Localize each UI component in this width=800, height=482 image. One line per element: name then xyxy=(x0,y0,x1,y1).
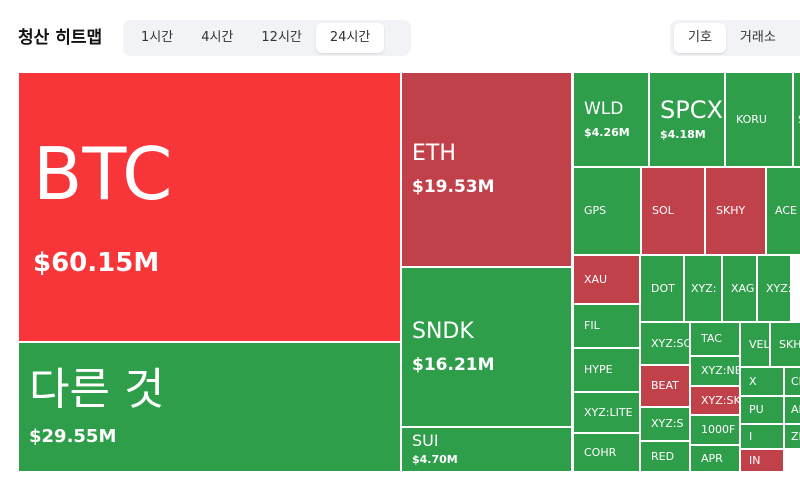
treemap-cell[interactable]: SKHY xyxy=(705,167,766,255)
cell-label: SUI xyxy=(412,431,439,451)
treemap-cell[interactable]: XYZ:LITE xyxy=(573,392,640,433)
cell-label: FIL xyxy=(584,319,600,333)
treemap-cell[interactable]: ZEC xyxy=(784,424,800,449)
cell-label: SOXL xyxy=(798,114,800,126)
treemap-cell[interactable]: X xyxy=(740,367,784,396)
cell-label: I xyxy=(749,429,753,443)
cell-label: HYPE xyxy=(584,363,613,377)
time-tabs: 1시간 4시간 12시간 24시간 xyxy=(123,20,411,56)
cell-label: SNDK xyxy=(412,318,474,344)
treemap-cell[interactable]: XYZ:SC xyxy=(640,322,690,365)
cell-label: X xyxy=(749,374,757,388)
cell-value: $4.26M xyxy=(584,125,630,139)
cell-label: XYZ: xyxy=(691,281,717,295)
treemap-cell[interactable]: XYZ:S xyxy=(640,407,690,441)
cell-label: SKHY xyxy=(716,204,746,218)
cell-label: XYZ:SC xyxy=(651,336,690,350)
cell-label: XYZ:SK xyxy=(701,393,740,407)
treemap-cell[interactable]: KORU xyxy=(725,72,793,167)
cell-label: ACE xyxy=(775,204,797,218)
cell-label: BTC xyxy=(33,131,173,216)
treemap-cell[interactable]: APR xyxy=(690,445,740,472)
cell-label: XYZ:LITE xyxy=(584,405,633,419)
tab[interactable]: 4시간 xyxy=(201,30,234,45)
treemap-cell[interactable]: XYZ:NE xyxy=(690,356,740,386)
cell-value: $19.53M xyxy=(412,177,495,198)
cell-label: 다른 것 xyxy=(29,364,165,416)
treemap-cell[interactable]: SUI $4.70M xyxy=(401,427,572,472)
cell-label: CL xyxy=(791,374,800,388)
treemap-cell[interactable]: VEL xyxy=(740,322,770,367)
cell-label: KORU xyxy=(736,112,767,126)
title: 청산 히트맵 xyxy=(18,28,103,48)
cell-label: XAU xyxy=(584,272,608,286)
treemap-cell[interactable]: ETH $19.53M xyxy=(401,72,572,267)
treemap-cell[interactable]: SOL xyxy=(641,167,705,255)
group-tabs: 기호 거래소 xyxy=(670,20,800,56)
treemap-cell[interactable]: IN xyxy=(740,449,784,472)
treemap-cell[interactable]: WLD $4.26M xyxy=(573,72,649,167)
treemap-cell[interactable]: 다른 것 $29.55M xyxy=(18,342,401,472)
cell-label: XAG xyxy=(731,281,755,295)
cell-label: BEAT xyxy=(651,379,679,393)
treemap-cell[interactable]: ACE xyxy=(766,167,800,255)
cell-label: ZEC xyxy=(791,429,800,443)
cell-label: SKHY xyxy=(779,337,800,351)
cell-label: TAC xyxy=(701,332,722,346)
tab[interactable]: 기호 xyxy=(674,23,726,53)
tab[interactable]: 거래소 xyxy=(739,30,776,45)
treemap-cell[interactable]: RED xyxy=(640,441,690,472)
treemap-cell[interactable]: FIL xyxy=(573,304,640,348)
cell-label: XYZ:S xyxy=(651,417,684,431)
treemap-cell[interactable]: XAG xyxy=(722,255,757,322)
treemap-cell[interactable]: DOT xyxy=(640,255,684,322)
cell-label: PU xyxy=(749,403,764,417)
treemap-cell[interactable]: 1000F xyxy=(690,415,740,445)
cell-label: DOT xyxy=(651,281,675,295)
cell-label: VEL xyxy=(749,337,770,351)
treemap-cell[interactable]: SPCX $4.18M xyxy=(649,72,725,167)
treemap-cell[interactable]: SOXL xyxy=(793,72,800,167)
treemap-cell[interactable]: AKE xyxy=(784,396,800,424)
treemap-cell[interactable]: XYZ: xyxy=(684,255,722,322)
treemap-cell[interactable]: SKHY xyxy=(770,322,800,367)
cell-label: 1000F xyxy=(701,423,736,437)
treemap-cell[interactable]: CL xyxy=(784,367,800,396)
treemap-cell[interactable]: HYPE xyxy=(573,348,640,392)
treemap-cell[interactable]: TAC xyxy=(690,322,740,356)
cell-label: AKE xyxy=(791,403,800,417)
treemap-cell[interactable]: COHR xyxy=(573,433,640,472)
cell-label: APR xyxy=(701,451,723,465)
cell-label: SPCX xyxy=(660,96,723,125)
cell-value: $16.21M xyxy=(412,354,495,375)
treemap-cell[interactable]: BTC $60.15M xyxy=(18,72,401,342)
cell-value: $60.15M xyxy=(33,248,160,279)
treemap-cell[interactable]: PU xyxy=(740,396,784,424)
treemap-cell[interactable]: XAU xyxy=(573,255,640,304)
cell-label: XYZ:IN xyxy=(766,281,790,295)
treemap-cell[interactable]: SNDK $16.21M xyxy=(401,267,572,427)
tab[interactable]: 12시간 xyxy=(261,30,302,45)
treemap-cell[interactable]: XYZ:IN xyxy=(757,255,791,322)
cell-label: IN xyxy=(749,453,761,467)
tab[interactable]: 1시간 xyxy=(141,30,174,45)
tab[interactable]: 24시간 xyxy=(315,23,385,53)
cell-value: $29.55M xyxy=(29,425,117,447)
cell-label: XYZ:NE xyxy=(701,364,740,378)
cell-label: RED xyxy=(651,449,675,463)
cell-label: WLD xyxy=(584,98,624,119)
treemap-cell[interactable]: XYZ:SK xyxy=(690,386,740,415)
cell-label: GPS xyxy=(584,204,607,218)
cell-label: ETH xyxy=(412,141,456,167)
cell-value: $4.18M xyxy=(660,128,706,142)
cell-label: COHR xyxy=(584,445,617,459)
cell-value: $4.70M xyxy=(412,453,458,467)
treemap-cell[interactable]: BEAT xyxy=(640,365,690,407)
treemap-cell[interactable]: I xyxy=(740,424,784,449)
cell-label: SOL xyxy=(652,204,674,218)
treemap-cell[interactable]: GPS xyxy=(573,167,641,255)
